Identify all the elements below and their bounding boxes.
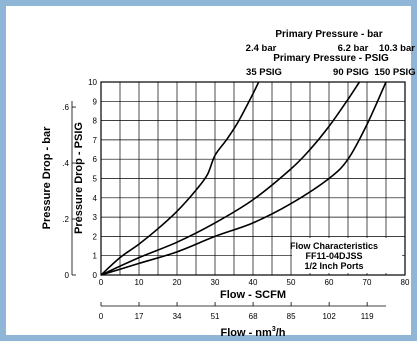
x-tick-label: 0 xyxy=(99,278,104,287)
secondary-x-tick-label: 85 xyxy=(287,312,296,321)
top-bar-value-1: 2.4 bar xyxy=(246,43,277,54)
y-axis-label: Pressure Drop - PSIG xyxy=(73,122,85,234)
x-axis-label: Flow - SCFM xyxy=(220,289,286,301)
curves xyxy=(100,81,387,276)
x2-axis-label-tail: /h xyxy=(276,327,286,339)
annotation-line-3: 1/2 Inch Ports xyxy=(304,261,363,271)
x-tick-label: 10 xyxy=(135,278,144,287)
annotation-box xyxy=(292,238,402,273)
y-tick-label: 0 xyxy=(93,271,98,280)
y-tick-label: 4 xyxy=(93,194,98,203)
x-tick-label: 60 xyxy=(325,278,334,287)
grid xyxy=(101,82,405,275)
annotation-line-1: Flow Characteristics xyxy=(290,241,378,251)
secondary-x-tick-label: 0 xyxy=(99,312,104,321)
top-psig-value-2: 90 PSIG xyxy=(333,67,369,78)
y-tick-label: 5 xyxy=(93,175,98,184)
secondary-x-tick-label: 17 xyxy=(135,312,144,321)
top-psig-value-1: 35 PSIG xyxy=(246,67,282,78)
x2-axis-label-main: Flow - nm xyxy=(220,327,272,339)
top-bar-value-3: 10.3 bar xyxy=(379,43,415,54)
secondary-y-tick-label: .4 xyxy=(62,159,69,168)
secondary-x-tick-label: 51 xyxy=(211,312,220,321)
y-tick-label: 2 xyxy=(93,232,98,241)
curve-35-psig xyxy=(100,81,260,276)
secondary-y-tick-label: .6 xyxy=(62,103,69,112)
x-tick-labels: 0 10 20 30 40 50 60 70 80 xyxy=(99,278,410,287)
y-tick-label: 8 xyxy=(93,117,98,126)
secondary-x-tick-label: 34 xyxy=(173,312,182,321)
x2-axis-label: Flow - nm3/h xyxy=(220,326,285,339)
secondary-y-tick-label: 0 xyxy=(65,271,70,280)
annotation-line-2: FF11-04DJSS xyxy=(305,251,362,261)
top-psig-label: Primary Pressure - PSIG xyxy=(273,53,389,64)
top-bar-label: Primary Pressure - bar xyxy=(275,29,382,40)
y-tick-label: 6 xyxy=(93,155,98,164)
top-psig-value-3: 150 PSIG xyxy=(374,67,415,78)
top-bar-value-2: 6.2 bar xyxy=(338,43,369,54)
curve-150-psig xyxy=(100,81,387,276)
secondary-x-tick-label: 68 xyxy=(249,312,258,321)
y-tick-label: 9 xyxy=(93,97,98,106)
y-tick-labels: 0 1 2 3 4 5 6 7 8 9 10 xyxy=(88,78,97,280)
y2-axis-label: Pressure Drop - bar xyxy=(41,126,53,229)
y-tick-label: 1 xyxy=(93,252,98,261)
secondary-y-tick-label: .2 xyxy=(62,215,69,224)
x-tick-label: 50 xyxy=(287,278,296,287)
y-tick-label: 7 xyxy=(93,136,98,145)
x-tick-label: 30 xyxy=(211,278,220,287)
secondary-x-tick-label: 119 xyxy=(361,312,374,321)
secondary-x-tick-labels: 0 17 34 51 68 85 102 119 xyxy=(99,302,374,321)
y-tick-label: 3 xyxy=(93,213,98,222)
x-tick-label: 40 xyxy=(249,278,258,287)
secondary-y-tick-labels: 0 .2 .4 .6 xyxy=(62,103,76,280)
secondary-x-tick-label: 102 xyxy=(322,312,336,321)
y-tick-label: 10 xyxy=(88,78,97,87)
curve-90-psig xyxy=(100,81,361,276)
x-tick-label: 20 xyxy=(173,278,182,287)
x-tick-label: 70 xyxy=(363,278,372,287)
x2-axis-label-sup: 3 xyxy=(272,326,276,333)
x-tick-label: 80 xyxy=(401,278,410,287)
